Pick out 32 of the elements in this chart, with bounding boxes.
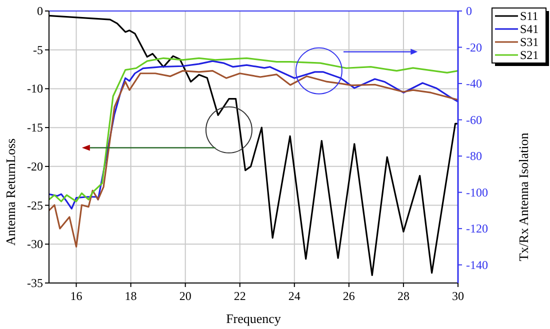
x-tick-label: 24 bbox=[288, 289, 300, 303]
x-tick-label: 20 bbox=[179, 289, 192, 303]
y2-tick-label: -40 bbox=[466, 76, 482, 91]
y-tick-label: -5 bbox=[33, 42, 43, 57]
y2-tick-label: -60 bbox=[466, 112, 482, 127]
y2-tick-label: -100 bbox=[466, 185, 488, 200]
x-tick-label: 26 bbox=[342, 289, 355, 303]
x-axis-title: Frequency bbox=[226, 311, 282, 326]
y-tick-label: -35 bbox=[27, 276, 43, 290]
y-tick-label: -20 bbox=[27, 159, 43, 174]
x-tick-label: 22 bbox=[234, 289, 246, 303]
x-tick-label: 18 bbox=[124, 289, 137, 303]
legend-label: S11 bbox=[520, 9, 538, 23]
y2-tick-label: -80 bbox=[466, 149, 482, 164]
y2-tick-label: -20 bbox=[466, 40, 482, 54]
y-tick-label: -30 bbox=[27, 237, 43, 252]
y-tick-label: -15 bbox=[27, 120, 43, 135]
line-series bbox=[49, 70, 458, 248]
y-axis-title: Antenna ReturnLoss bbox=[3, 138, 18, 246]
legend-label: S21 bbox=[520, 48, 539, 62]
x-tick-label: 16 bbox=[70, 289, 82, 303]
y-tick-label: 0 bbox=[37, 4, 43, 18]
legend-label: S31 bbox=[520, 35, 539, 49]
legend-label: S41 bbox=[520, 22, 539, 36]
x-tick-label: 28 bbox=[397, 289, 410, 303]
y-tick-label: -25 bbox=[27, 198, 43, 212]
y2-tick-label: -140 bbox=[466, 258, 488, 272]
y2-axis-title: Tx/Rx Antenna Isolation bbox=[516, 132, 531, 262]
y-tick-label: -10 bbox=[27, 82, 43, 96]
y2-tick-label: -120 bbox=[466, 222, 488, 236]
y2-tick-label: 0 bbox=[466, 4, 472, 18]
x-tick-label: 30 bbox=[452, 289, 464, 303]
